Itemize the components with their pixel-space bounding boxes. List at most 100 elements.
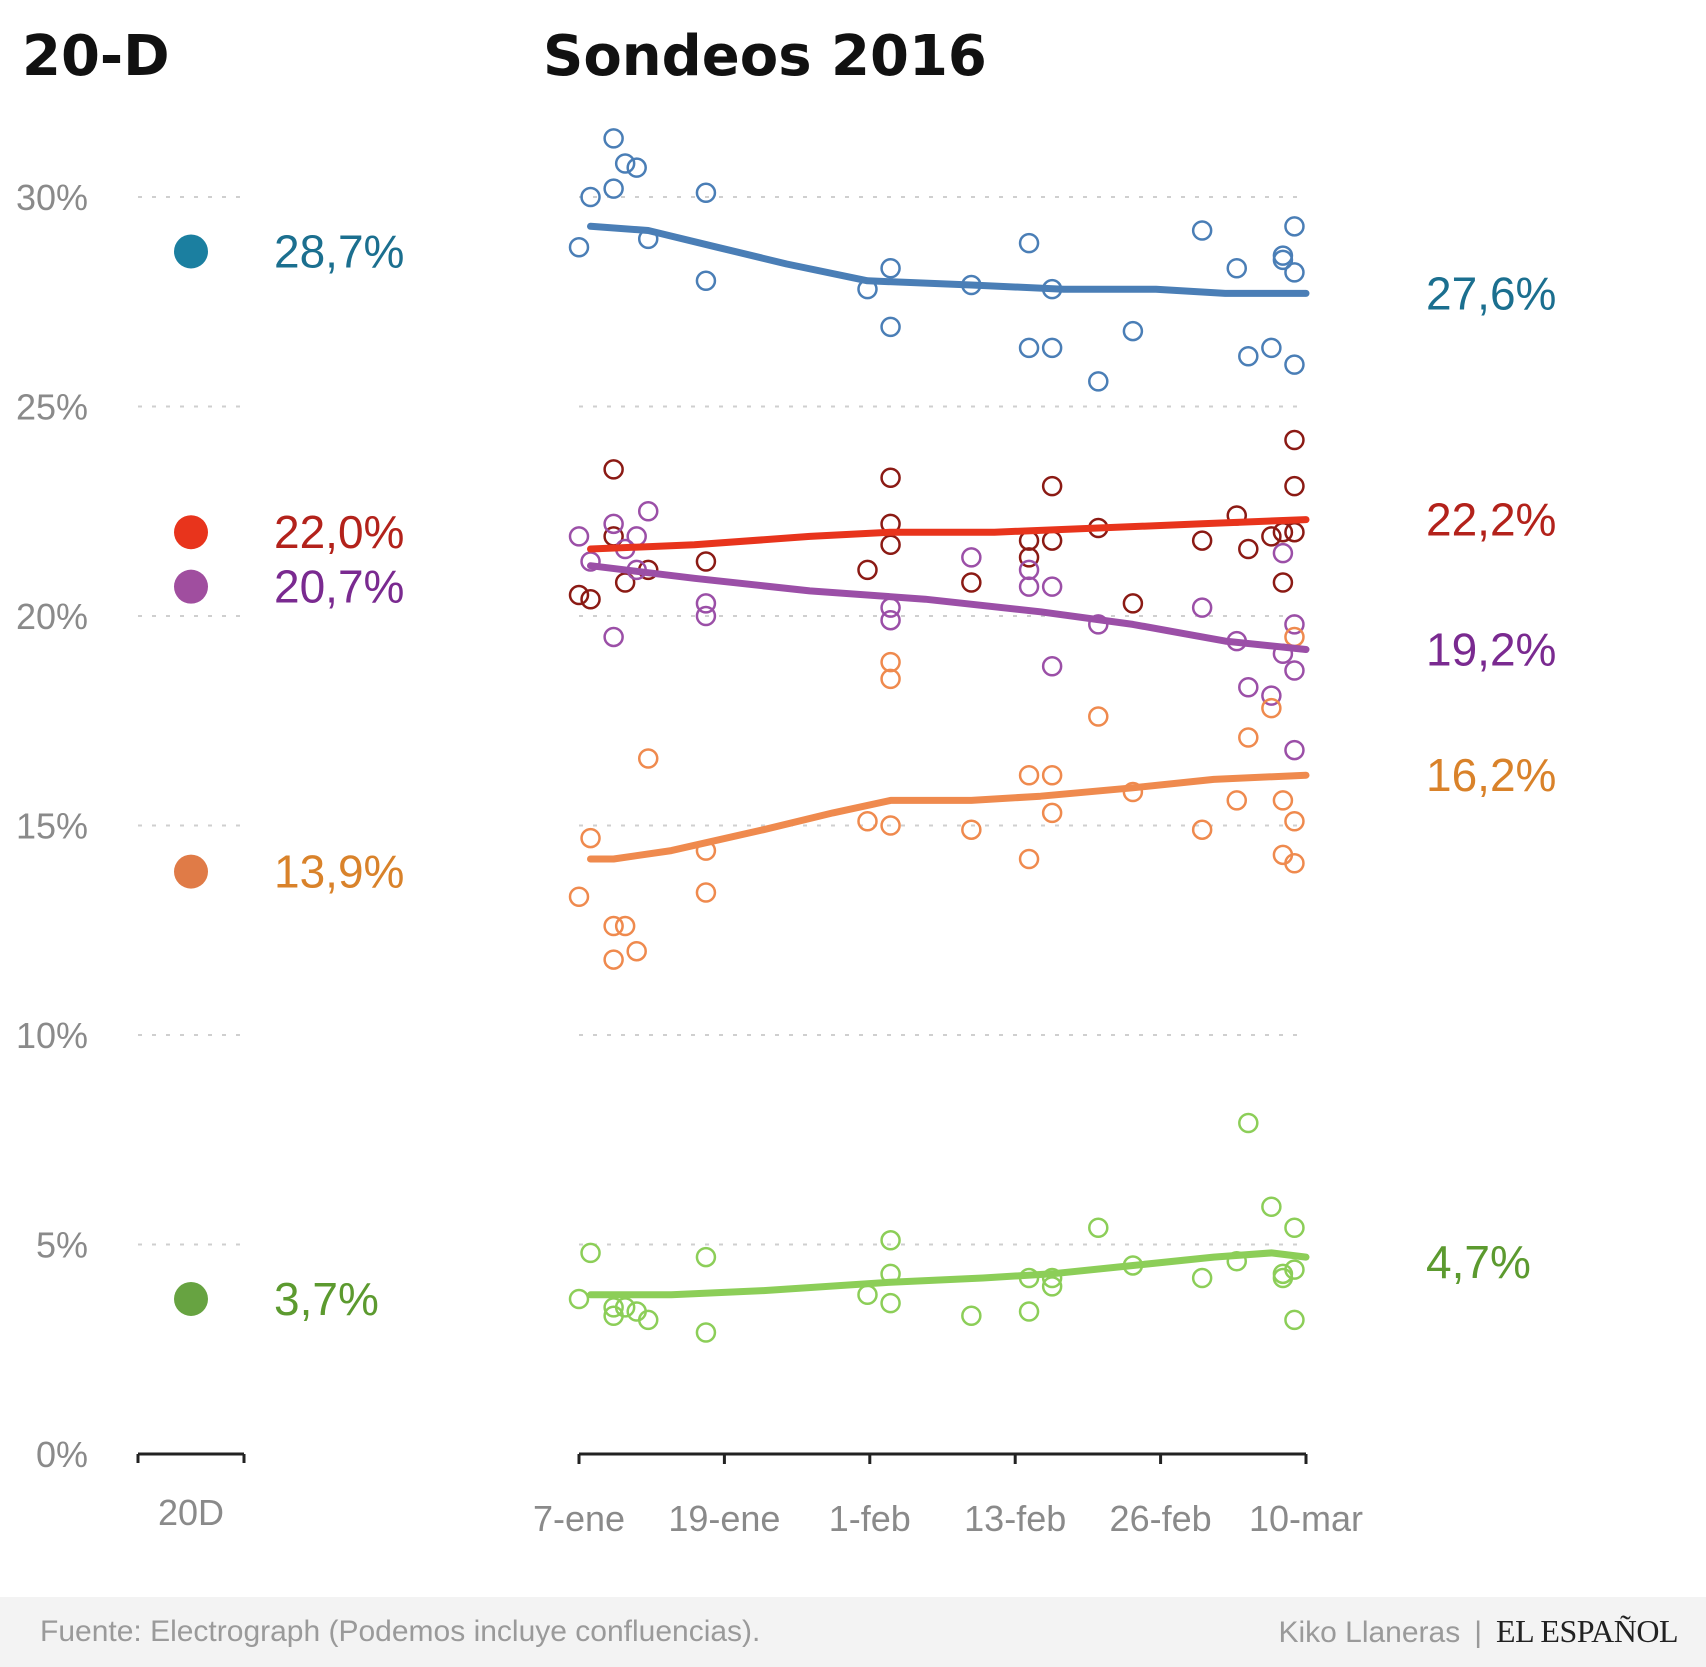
poll-point [1041, 576, 1063, 597]
poll-point [880, 257, 901, 279]
result-value-label: 3,7% [274, 1273, 379, 1325]
trend-end-label: 27,6% [1426, 267, 1556, 319]
poll-point [1018, 576, 1040, 597]
poll-point [1284, 852, 1305, 874]
poll-point [568, 1288, 590, 1310]
trend-end-label: 19,2% [1426, 624, 1556, 676]
brand-logo: EL ESPAÑOL [1496, 1613, 1678, 1649]
poll-point [880, 316, 901, 338]
trend-end-label: 22,2% [1426, 494, 1556, 546]
poll-point [1238, 345, 1259, 367]
poll-point [1284, 216, 1305, 237]
poll-point [1018, 764, 1040, 786]
poll-point [695, 551, 717, 572]
poll-point [1284, 354, 1305, 375]
result-value-label: 22,0% [274, 506, 404, 558]
poll-point [1284, 626, 1305, 648]
poll-point [1088, 706, 1109, 727]
poll-point [1272, 572, 1294, 593]
trend-line [587, 222, 1310, 297]
poll-point [1238, 1112, 1259, 1134]
poll-point [580, 186, 601, 208]
poll-point [1261, 697, 1282, 719]
poll-point [614, 1297, 636, 1318]
y-tick-label: 5% [36, 1225, 88, 1266]
poll-point [1284, 811, 1305, 832]
poll-point [1018, 848, 1040, 870]
poll-point [626, 526, 647, 547]
poll-point [961, 1305, 982, 1326]
poll-point [1284, 521, 1305, 543]
poll-point [1088, 1217, 1109, 1238]
poll-point [1284, 429, 1305, 451]
poll-point [603, 178, 624, 199]
poll-point [1041, 337, 1063, 359]
y-tick-label: 25% [16, 387, 88, 428]
poll-point [1191, 530, 1213, 551]
x-tick-label: 10-mar [1249, 1498, 1363, 1539]
poll-point [695, 182, 717, 204]
poll-point [1191, 819, 1213, 840]
poll-point [1226, 257, 1248, 279]
poll-point [603, 128, 624, 149]
x-tick-label: 7-ene [533, 1498, 625, 1539]
trend-line [587, 1249, 1310, 1299]
poll-point [1041, 1267, 1063, 1289]
grid-lines [138, 196, 1306, 1246]
y-tick-label: 0% [36, 1434, 88, 1475]
poll-point [1261, 526, 1282, 547]
value-labels: 28,7% 22,0%20,7% 13,9% 3,7% 27,6% 22,2% 19,2% 1… [274, 225, 1556, 1325]
poll-point [614, 572, 636, 593]
poll-point [695, 593, 717, 614]
poll-point [1284, 739, 1305, 761]
trend-line [587, 562, 1310, 653]
poll-point [580, 1242, 601, 1264]
poll-point [1122, 320, 1144, 342]
poll-point [603, 459, 624, 480]
poll-point [1018, 559, 1040, 581]
trend-end-label: 4,7% [1426, 1236, 1531, 1288]
poll-point [880, 1292, 901, 1314]
poll-point [1226, 790, 1248, 811]
result-value-label: 20,7% [274, 561, 404, 613]
poll-point [1284, 262, 1305, 283]
poll-point [961, 819, 982, 840]
poll-point [1018, 1301, 1040, 1322]
poll-point [568, 237, 590, 258]
poll-point [1284, 1309, 1305, 1331]
poll-point [857, 811, 878, 832]
chart-title-sondeos: Sondeos 2016 [543, 24, 987, 89]
poll-point [1272, 245, 1294, 266]
poll-point [857, 1284, 878, 1306]
footer-credits: Kiko Llaneras | EL ESPAÑOL [1278, 1613, 1678, 1650]
footer-source: Fuente: Electrograph (Podemos incluye co… [40, 1615, 761, 1648]
x-tick-label: 1-feb [829, 1498, 911, 1539]
poll-point [1238, 676, 1259, 698]
poll-point [1284, 660, 1305, 681]
poll-point [1088, 371, 1109, 392]
poll-point [1041, 530, 1063, 551]
poll-point [1191, 597, 1213, 618]
poll-point [857, 559, 878, 581]
poll-point [580, 551, 601, 572]
poll-point [1191, 1267, 1213, 1289]
poll-point [1284, 475, 1305, 497]
poll-point [626, 157, 647, 178]
poll-point [961, 572, 982, 593]
y-tick-label: 10% [16, 1015, 88, 1056]
poll-point [1041, 802, 1063, 824]
x-tick-label: 13-feb [964, 1498, 1066, 1539]
poll-point [880, 609, 901, 631]
result-dot [174, 1281, 208, 1316]
y-tick-label: 15% [16, 806, 88, 847]
poll-point [1284, 1217, 1305, 1238]
x-axis-tick-labels: 20D 7-ene 19-ene 1-feb 13-feb 26-feb 10-mar [158, 1492, 1363, 1539]
poll-point [614, 153, 636, 174]
poll-point [1041, 475, 1063, 497]
poll-point [961, 547, 982, 568]
poll-point [637, 501, 659, 522]
poll-point [580, 827, 601, 849]
poll-point [1041, 1276, 1063, 1297]
poll-point [603, 915, 624, 937]
footer-author: Kiko Llaneras [1278, 1616, 1461, 1649]
